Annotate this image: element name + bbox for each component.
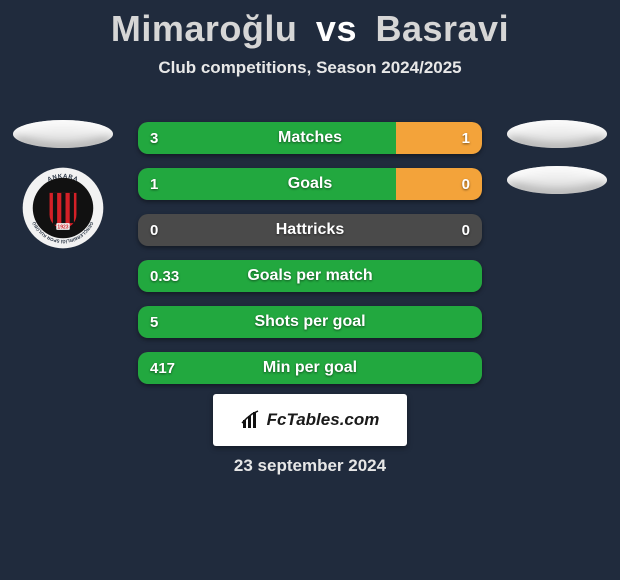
page-title: Mimaroğlu vs Basravi <box>0 0 620 50</box>
bar-fill-left <box>138 260 482 292</box>
site-logo: FcTables.com <box>213 394 407 446</box>
stat-bar-row: 10Goals <box>138 168 482 200</box>
bar-fill-right <box>396 122 482 154</box>
stat-bar-row: 5Shots per goal <box>138 306 482 338</box>
bar-fill-left <box>138 168 396 200</box>
bar-label: Hattricks <box>138 214 482 246</box>
player-left-name: Mimaroğlu <box>111 8 298 49</box>
bar-fill-left <box>138 352 482 384</box>
stat-bar-row: 31Matches <box>138 122 482 154</box>
placeholder-ellipse-icon <box>507 166 607 194</box>
bar-fill-left <box>138 122 396 154</box>
bar-value-right: 0 <box>462 214 470 246</box>
player-right-name: Basravi <box>375 8 509 49</box>
club-logo-left: ANKARA GENÇLERBİRLİĞİ SPOR KULÜBÜ 1923 <box>21 166 105 250</box>
vs-label: vs <box>316 8 357 49</box>
bar-fill-right <box>396 168 482 200</box>
subtitle: Club competitions, Season 2024/2025 <box>0 58 620 78</box>
right-badge-column <box>502 120 612 194</box>
footer-date: 23 september 2024 <box>0 456 620 476</box>
left-badge-column: ANKARA GENÇLERBİRLİĞİ SPOR KULÜBÜ 1923 <box>8 120 118 250</box>
svg-text:1923: 1923 <box>57 225 68 231</box>
site-label: FcTables.com <box>267 410 380 430</box>
stat-bar-row: 0.33Goals per match <box>138 260 482 292</box>
bar-fill-left <box>138 306 482 338</box>
stat-bar-row: 417Min per goal <box>138 352 482 384</box>
stats-bars: 31Matches 10Goals 0 0Hattricks 0.33Goals per… <box>138 122 482 384</box>
placeholder-ellipse-icon <box>507 120 607 148</box>
bar-value-left: 0 <box>150 214 158 246</box>
placeholder-ellipse-icon <box>13 120 113 148</box>
chart-icon <box>241 410 261 430</box>
stat-bar-row: 0 0Hattricks <box>138 214 482 246</box>
